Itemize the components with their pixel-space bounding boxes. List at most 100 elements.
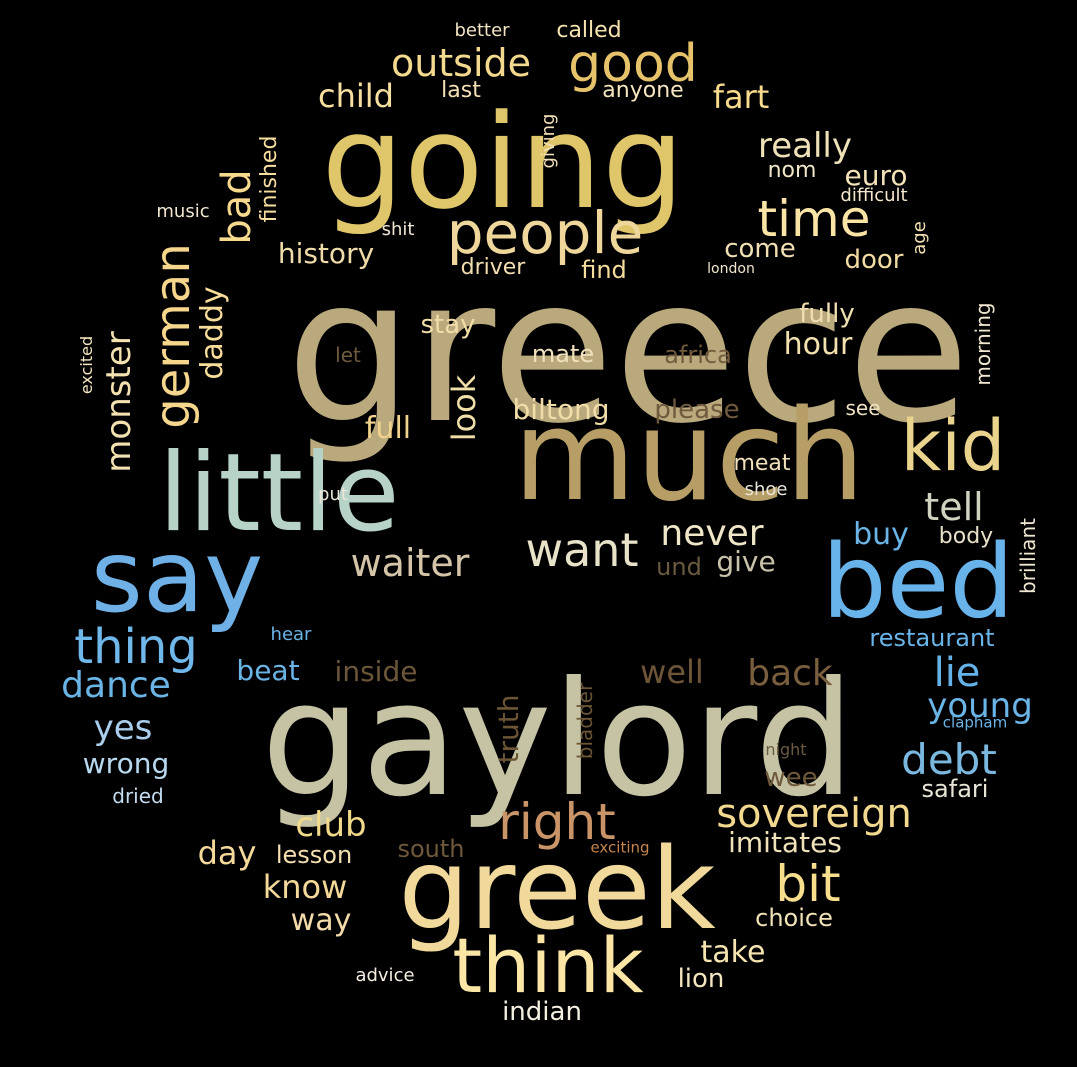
word: child [318,77,394,115]
word: clapham [942,713,1008,732]
word: greek [398,825,716,955]
word: time [757,190,871,248]
word: dried [112,784,164,808]
word: door [844,245,904,275]
word: want [525,523,639,577]
word: little [158,431,400,556]
word: inside [334,655,418,688]
word: night [765,740,807,759]
word: excited [77,335,96,395]
word: lion [677,964,725,994]
word: thing [74,619,198,675]
word: africa [664,341,732,369]
word: shit [381,219,415,240]
word: greece [286,235,970,468]
word: music [156,201,210,222]
word: really [758,126,852,166]
word: young [927,686,1033,726]
word: sovereign [716,791,912,837]
word: body [938,524,994,549]
word: way [290,903,352,938]
word: imitates [728,826,842,859]
word: know [262,868,348,906]
word: people [446,199,644,267]
word: bed [821,523,1015,642]
word: hear [270,624,312,645]
word: much [513,382,865,529]
word: truth [492,694,525,764]
word: full [364,411,412,446]
word: gaylord [261,648,855,832]
word: give [716,545,776,578]
word: morning [971,302,995,386]
word: wee [764,763,818,793]
word: fully [799,299,855,329]
word: day [197,834,257,872]
word: german [145,243,201,429]
word: right [498,793,616,851]
word: stay [420,310,476,340]
word: good [568,34,698,94]
word: und [656,553,702,581]
word: see [845,396,881,420]
word: choice [755,904,833,932]
word: fart [712,78,770,116]
word: giving [538,113,559,169]
word: dance [61,665,171,706]
word: london [707,261,755,277]
word: finished [257,135,282,223]
word: club [295,805,367,845]
word: hour [783,327,853,362]
word: anyone [602,78,684,103]
word: waiter [350,541,470,585]
word: think [452,921,644,1010]
word: safari [921,775,989,803]
word: called [556,18,622,43]
word: south [397,835,465,863]
word: take [700,935,766,970]
word: driver [460,255,526,280]
word: shoe [744,479,788,500]
word: age [909,221,930,255]
word: euro [844,159,908,192]
word: never [660,513,764,554]
word: mate [531,340,595,368]
word: better [454,20,510,41]
word: put [318,484,348,505]
word: last [441,78,481,103]
word: lesson [275,841,353,869]
word: yes [93,708,153,748]
word: bad [214,169,260,245]
word: back [747,653,833,694]
word: please [654,395,740,425]
word: say [90,518,264,635]
word: outside [390,41,532,85]
word: come [724,234,796,264]
word: wrong [82,747,170,780]
word: exciting [590,838,650,857]
word: nom [767,158,817,183]
word: going [321,86,685,238]
word: meat [733,451,791,476]
word: beat [236,654,300,687]
word: debt [901,735,997,784]
word: bit [775,855,841,913]
word: find [581,256,627,284]
word: tell [924,485,984,529]
word: buy [853,517,909,552]
word: biltong [512,393,610,426]
word: restaurant [869,624,995,652]
word: kid [900,405,1006,487]
word: advice [355,965,415,986]
word: bladder [573,682,597,760]
word: brilliant [1016,518,1040,594]
word: difficult [840,185,908,206]
word: history [277,237,375,270]
word: well [640,653,704,691]
word: lie [933,650,981,696]
word: let [335,343,361,367]
word: monster [99,331,139,473]
word: look [445,374,483,442]
word: daddy [195,286,230,380]
